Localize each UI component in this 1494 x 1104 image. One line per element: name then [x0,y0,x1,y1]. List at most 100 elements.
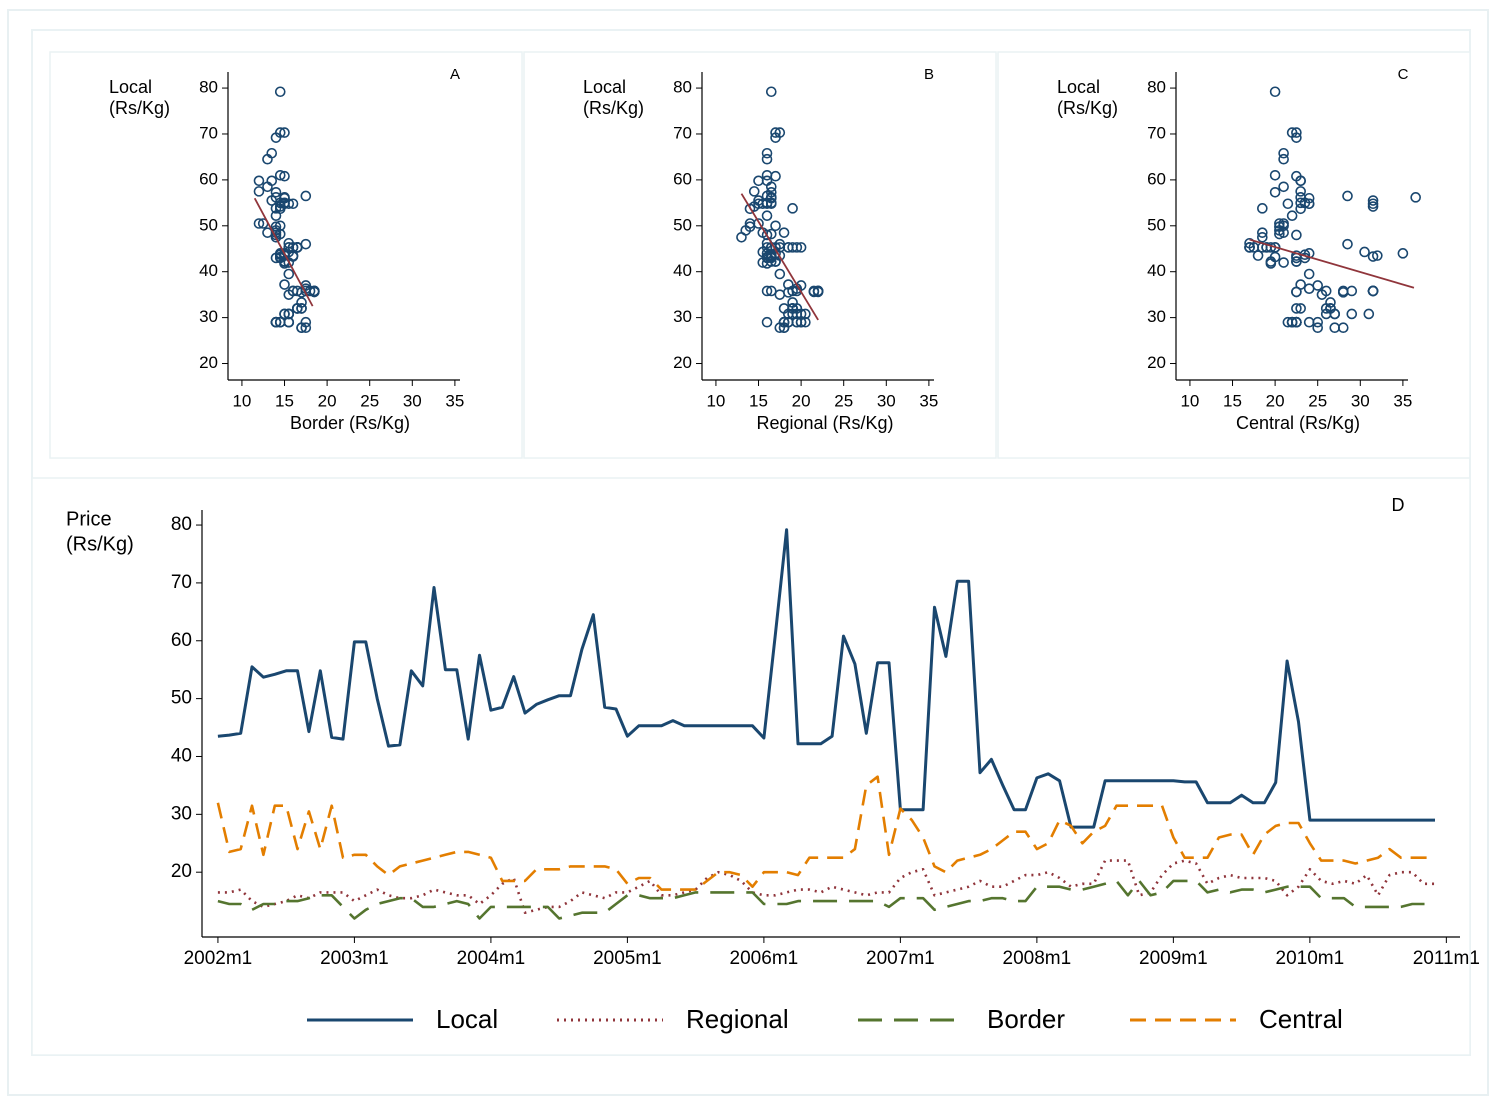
scatter-point [795,316,807,328]
y-tick-label: 50 [673,215,692,234]
scatter-point [765,181,777,193]
y-tick-label: 40 [171,745,192,766]
scatter-point [283,268,295,280]
fit-line [253,197,314,307]
scatter-point [1244,242,1255,253]
scatter-point [1274,218,1285,229]
scatter-point [279,127,290,138]
scatter-point [1274,228,1285,240]
y-tick-label: 80 [1147,78,1166,97]
scatter-point [765,285,777,297]
scatter-point [300,238,312,250]
x-axis-title: Border (Rs/Kg) [290,413,410,433]
y-tick-label: 20 [171,861,192,882]
scatter-point [279,197,290,209]
y-tick-label: 60 [673,169,692,188]
x-axis-title: Central (Rs/Kg) [1236,413,1360,433]
scatter-point [1303,316,1315,328]
y-tick-label: 20 [673,353,692,372]
y-tick-label: 30 [199,307,218,326]
x-tick-label: 30 [1351,391,1370,410]
x-tick-label: 2003m1 [320,948,389,969]
scatter-point [262,181,273,193]
scatter-point [1303,268,1315,280]
x-tick-label: 20 [318,391,337,410]
x-tick-label: 15 [1223,391,1242,410]
x-tick-label: 10 [232,391,251,410]
scatter-point [787,297,798,308]
scatter-point [274,316,286,328]
scatter-point [1282,198,1294,210]
scatter-point [1286,316,1298,328]
y-axis-title: (Rs/Kg) [583,98,644,118]
legend-label: Central [1259,1004,1343,1034]
y-tick-label: 50 [199,215,218,234]
scatter-point [270,210,282,221]
panel-label: A [450,66,460,83]
scatter-point [1295,186,1306,197]
x-tick-label: 20 [1266,391,1285,410]
scatter-point [1410,192,1421,203]
x-tick-label: 35 [919,391,938,410]
scatter-point [279,308,290,320]
scatter-point [300,190,312,202]
y-tick-label: 30 [1147,307,1166,326]
scatter-point [774,268,786,280]
scatter-point [266,147,278,159]
x-tick-label: 25 [360,391,379,410]
scatter-point [770,127,781,138]
scatter-point [1291,170,1302,182]
series-line [217,859,1435,914]
y-axis-title: (Rs/Kg) [66,533,134,555]
scatter-point [1291,256,1302,267]
scatter-point [753,218,764,229]
x-tick-label: 2004m1 [457,948,526,969]
scatter-point [1269,186,1281,198]
x-tick-label: 30 [403,391,422,410]
scatter-point [783,287,794,298]
scatter-point [1367,195,1379,206]
series-line [217,879,1435,920]
x-tick-label: 35 [1393,391,1412,410]
scatter-point [1320,285,1332,297]
scatter-point [1342,238,1353,250]
scatter-point [812,286,824,298]
scatter-point [270,186,282,198]
scatter-point [1265,256,1277,267]
scatter-point [253,218,265,229]
scatter-point [761,190,773,202]
scatter-point [1278,153,1289,165]
scatter-point [274,228,286,240]
y-tick-label: 30 [673,307,692,326]
x-tick-label: 25 [1308,391,1327,410]
scatter-point [765,256,777,267]
scatter-point [1257,227,1268,238]
scatter-point [774,250,786,261]
scatter-point [279,170,290,182]
scatter-point [1325,303,1336,314]
x-tick-label: 2010m1 [1276,948,1345,969]
scatter-point [291,303,303,314]
scatter-point [761,285,773,297]
y-tick-label: 60 [171,630,192,651]
y-axis-title: Price [66,508,112,530]
scatter-point [300,316,312,328]
scatter-point [778,316,790,328]
y-tick-label: 20 [199,353,218,372]
y-tick-label: 70 [171,572,192,593]
scatter-point [1329,322,1341,334]
scatter-point [774,127,786,138]
x-tick-label: 2007m1 [866,948,935,969]
scatter-point [791,316,803,328]
x-tick-label: 10 [706,391,725,410]
scatter-point [1342,190,1353,202]
series-line [216,775,1435,891]
x-tick-label: 2005m1 [593,948,662,969]
scatter-point [1295,192,1306,203]
x-tick-label: 30 [877,391,896,410]
scatter-point [1291,127,1302,138]
scatter-point [279,248,290,259]
scatter-point [253,175,265,187]
scatter-point [1312,280,1324,291]
